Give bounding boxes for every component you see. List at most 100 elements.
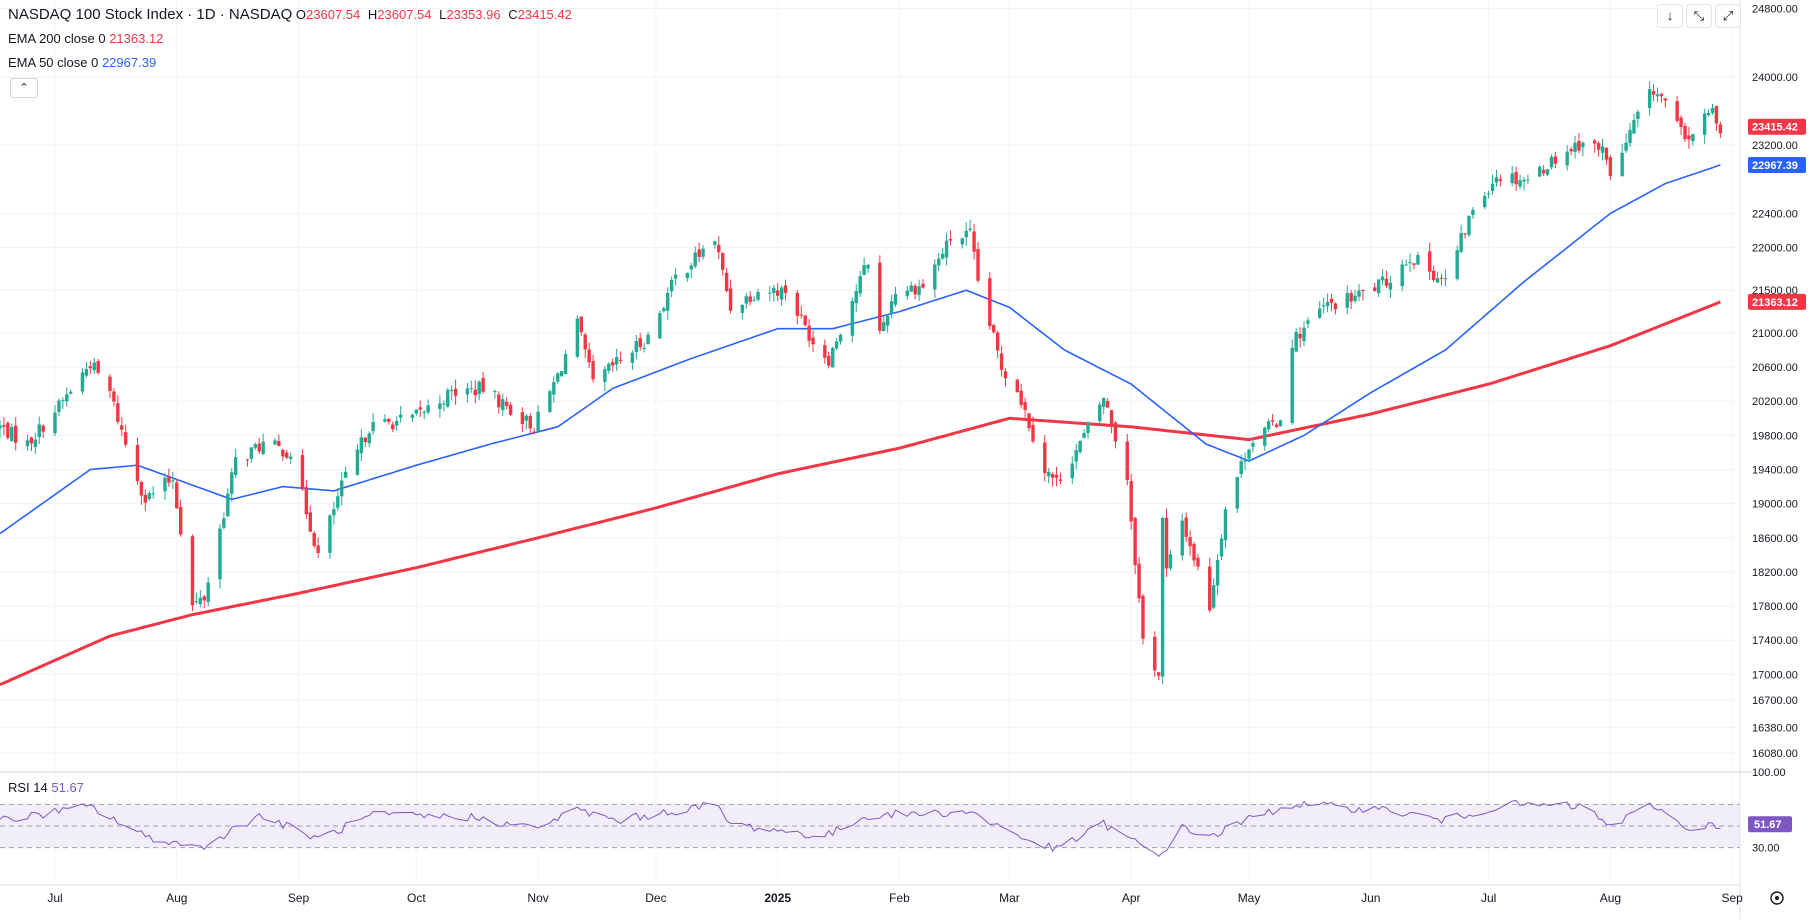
candle[interactable] (1113, 420, 1118, 449)
candle[interactable] (1624, 133, 1628, 154)
candle[interactable] (1663, 98, 1668, 108)
candle[interactable] (999, 345, 1004, 377)
candle[interactable] (143, 489, 148, 512)
ema200-legend[interactable]: EMA 200 close 0 21363.12 (8, 31, 167, 46)
candle[interactable] (1054, 466, 1059, 487)
candle[interactable] (909, 281, 913, 292)
candle[interactable] (937, 252, 941, 272)
candle[interactable] (1129, 473, 1133, 530)
candle[interactable] (355, 443, 360, 476)
candle[interactable] (1050, 472, 1055, 487)
candle[interactable] (328, 514, 332, 559)
candle[interactable] (410, 413, 415, 423)
candle[interactable] (418, 400, 422, 417)
candle[interactable] (1125, 433, 1129, 486)
candle[interactable] (477, 380, 481, 401)
candle[interactable] (783, 279, 788, 301)
candle[interactable] (1482, 191, 1487, 210)
candle[interactable] (61, 397, 65, 410)
candle[interactable] (1141, 593, 1145, 645)
candle[interactable] (1192, 541, 1196, 567)
candle[interactable] (940, 248, 945, 260)
candle[interactable] (995, 330, 1000, 358)
candle[interactable] (748, 291, 752, 306)
candle[interactable] (473, 380, 477, 404)
candle[interactable] (905, 286, 910, 300)
candle[interactable] (1459, 224, 1463, 254)
candle[interactable] (1019, 383, 1023, 409)
candle[interactable] (1463, 232, 1467, 239)
candle[interactable] (1294, 328, 1298, 352)
candle[interactable] (1333, 302, 1338, 315)
candle[interactable] (1490, 174, 1495, 195)
candle[interactable] (226, 488, 230, 517)
candle[interactable] (1596, 141, 1601, 157)
candle[interactable] (889, 294, 894, 319)
candle[interactable] (1168, 550, 1173, 571)
candle[interactable] (1679, 115, 1683, 136)
candle[interactable] (394, 415, 399, 432)
candle[interactable] (1710, 103, 1715, 116)
candle[interactable] (673, 268, 678, 286)
candle[interactable] (1549, 154, 1554, 170)
candle[interactable] (25, 434, 30, 451)
candle[interactable] (1577, 132, 1581, 154)
candle[interactable] (57, 398, 61, 417)
candle[interactable] (1274, 422, 1279, 429)
candle[interactable] (508, 401, 513, 417)
candle[interactable] (1435, 271, 1440, 284)
candle[interactable] (740, 304, 745, 320)
candle[interactable] (504, 397, 509, 410)
candle[interactable] (336, 487, 340, 511)
candle[interactable] (1357, 284, 1361, 302)
candle[interactable] (524, 413, 529, 430)
candle[interactable] (1526, 174, 1530, 185)
candle[interactable] (1306, 317, 1310, 329)
candle[interactable] (559, 371, 564, 377)
candle[interactable] (1522, 176, 1526, 191)
candle[interactable] (532, 427, 536, 435)
candle[interactable] (1706, 109, 1711, 117)
candle[interactable] (944, 232, 949, 266)
candle[interactable] (1208, 557, 1212, 613)
candle[interactable] (1188, 530, 1192, 556)
candle[interactable] (1105, 398, 1110, 408)
candle[interactable] (807, 318, 811, 348)
candle[interactable] (277, 434, 281, 447)
candle[interactable] (713, 240, 717, 249)
candle[interactable] (587, 342, 591, 369)
candle[interactable] (273, 438, 277, 446)
candle[interactable] (387, 417, 391, 425)
candle[interactable] (882, 316, 886, 332)
candle[interactable] (202, 595, 206, 609)
candle[interactable] (80, 368, 85, 395)
candle[interactable] (1321, 297, 1326, 314)
candle[interactable] (1494, 169, 1499, 187)
candle[interactable] (343, 466, 348, 479)
candle[interactable] (1471, 207, 1475, 219)
candle[interactable] (340, 472, 344, 506)
candle[interactable] (768, 285, 772, 302)
candle[interactable] (858, 270, 862, 298)
candle[interactable] (685, 272, 690, 282)
candle[interactable] (1243, 452, 1247, 470)
candle[interactable] (175, 479, 179, 509)
candle[interactable] (1553, 151, 1558, 169)
candle[interactable] (717, 236, 721, 260)
candle[interactable] (1251, 438, 1255, 453)
candle[interactable] (163, 472, 167, 500)
candle[interactable] (607, 362, 611, 374)
candle[interactable] (830, 346, 835, 368)
candle[interactable] (1600, 138, 1605, 161)
candle[interactable] (646, 331, 650, 345)
candle[interactable] (497, 391, 501, 414)
candle[interactable] (1498, 174, 1503, 187)
candle[interactable] (1325, 293, 1330, 313)
candle[interactable] (1278, 419, 1283, 427)
candle[interactable] (300, 449, 305, 491)
candle[interactable] (308, 505, 312, 533)
arrow-down-icon[interactable]: ↓ (1657, 4, 1683, 28)
candle[interactable] (233, 448, 238, 478)
candle[interactable] (194, 592, 199, 605)
candle[interactable] (917, 279, 921, 302)
